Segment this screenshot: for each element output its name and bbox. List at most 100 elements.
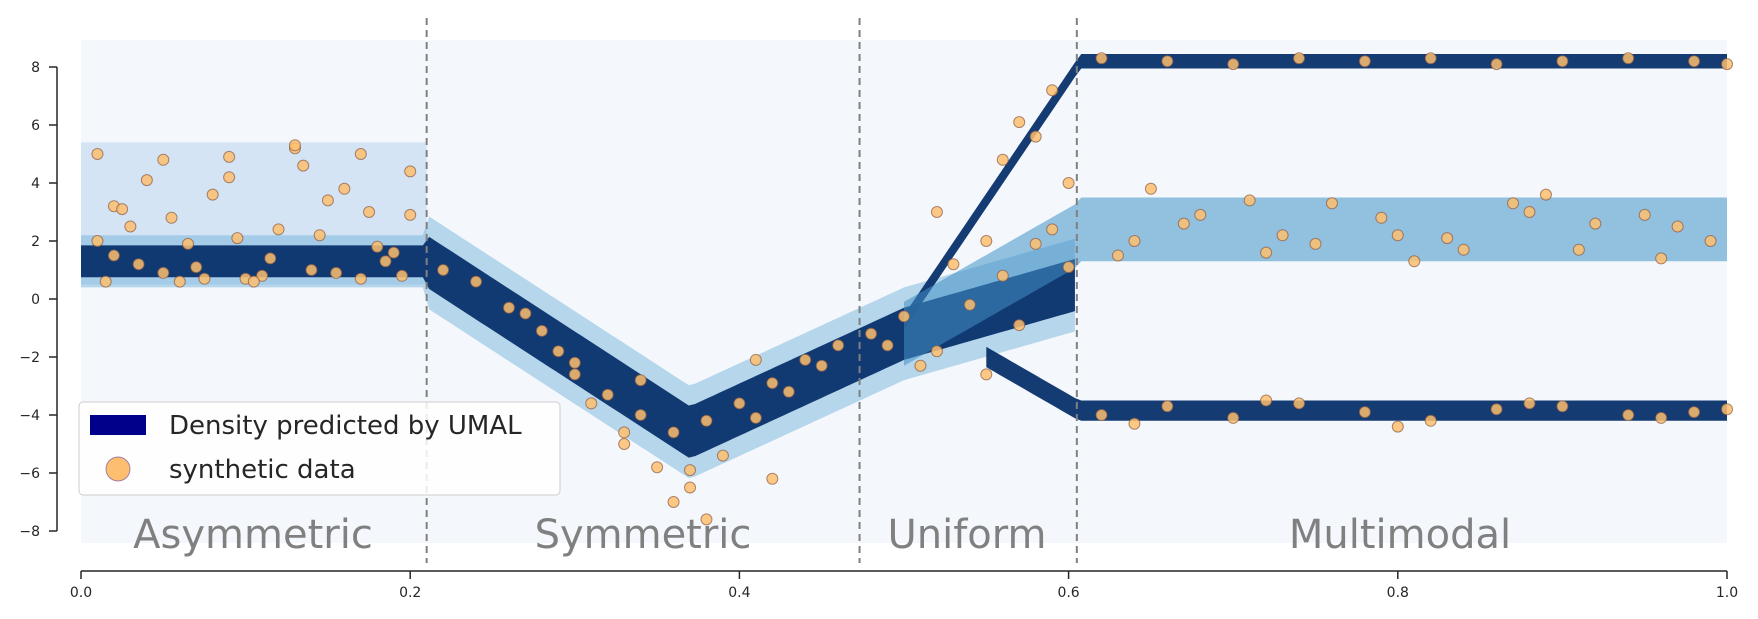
data-point [264,252,277,265]
data-point [881,339,894,352]
data-point [1589,217,1602,230]
data-point [354,272,367,285]
data-point [930,206,943,218]
data-point [914,359,927,372]
data-point [1293,52,1306,65]
x-tick-label: 0.4 [728,585,750,601]
data-point [519,307,532,320]
region-label-asymmetric: Asymmetric [133,512,373,558]
data-point [206,188,219,201]
data-point [1227,411,1240,424]
data-point [1243,194,1256,207]
data-point [749,411,762,424]
data-point [996,269,1009,282]
data-point [404,208,417,221]
data-point [1013,319,1026,332]
data-point [1539,188,1552,201]
x-tick-label: 1.0 [1716,585,1738,601]
data-point [1013,116,1026,129]
data-point [618,438,631,450]
data-point [1424,52,1437,65]
y-tick-label: 2 [31,234,40,250]
data-point [223,171,236,184]
data-point [1325,197,1338,210]
data-point [395,269,408,282]
data-point [1523,206,1536,218]
data-point [1507,197,1520,210]
data-point [568,356,581,369]
data-point [684,481,697,494]
data-point [379,255,392,268]
data-point [782,385,795,398]
data-point [1556,400,1569,413]
data-point [1408,255,1421,268]
data-point [1260,394,1273,407]
data-point [930,345,943,358]
y-tick-label: −8 [19,524,40,540]
legend-marker-synthetic-data [105,456,131,482]
data-point [980,368,993,381]
region-label-multimodal: Multimodal [1289,512,1511,558]
region-labels: Asymmetric Symmetric Uniform Multimodal [133,512,1511,558]
data-point [1375,211,1388,224]
data-point [980,235,993,247]
data-point [1128,417,1141,430]
data-point [1144,182,1157,195]
data-point [1572,243,1585,256]
legend-label-synthetic-data: synthetic data [169,455,356,485]
data-point [91,235,104,247]
data-point [1688,406,1701,419]
data-point [1490,58,1503,71]
data-point [1358,55,1371,68]
data-point [247,275,260,288]
data-point [91,148,104,160]
data-point [1638,208,1651,221]
data-point [1424,414,1437,427]
data-point [297,159,310,172]
data-point [1622,409,1635,421]
data-point [223,150,236,163]
data-point [1441,232,1454,245]
data-point [634,374,647,387]
density-main-core [81,236,1075,458]
data-point [716,449,729,462]
data-point [1556,55,1569,68]
data-point [404,165,417,178]
data-point [996,153,1009,166]
data-point [1227,58,1240,71]
data-point [354,148,367,160]
data-point [1704,235,1717,247]
data-point [1276,229,1289,242]
legend-swatch-density [90,415,146,435]
data-point [231,232,244,245]
data-point [1177,217,1190,230]
data-point [173,275,186,288]
data-point [568,368,581,381]
data-point [865,327,878,340]
region-label-uniform: Uniform [887,512,1046,558]
data-point [363,206,376,218]
y-tick-label: −4 [19,408,40,424]
data-point [618,426,631,439]
data-point [1062,261,1075,274]
data-point [338,182,351,195]
data-point [272,223,285,236]
data-point [1111,249,1124,262]
x-tick-label: 0.6 [1057,585,1079,601]
data-point [288,139,301,152]
data-point [1293,397,1306,410]
data-point [1391,229,1404,242]
data-point [313,229,326,242]
data-point [667,426,680,439]
data-point [1622,52,1635,65]
data-point [256,269,269,282]
data-point [1161,400,1174,413]
data-point [1523,397,1536,410]
legend: Density predicted by UMAL synthetic data [78,401,561,496]
data-point [1062,177,1075,189]
legend-label-density: Density predicted by UMAL [169,411,522,441]
scatter-points [91,52,1733,526]
data-point [1671,220,1684,233]
data-point [1128,235,1141,247]
data-point [330,266,343,279]
